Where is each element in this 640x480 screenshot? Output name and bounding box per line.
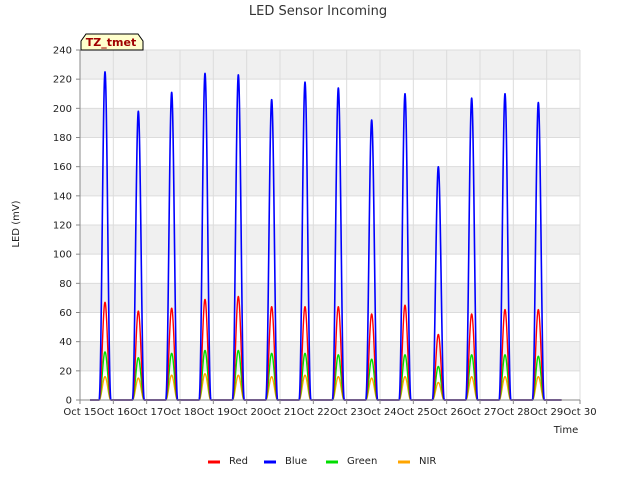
- x-tick-label: Oct 20: [230, 407, 263, 418]
- y-tick-label: 140: [53, 191, 72, 202]
- x-tick-label: Oct 15: [63, 407, 96, 418]
- x-axis-title: Time: [553, 425, 578, 436]
- legend: Red Blue Green NIR: [208, 456, 436, 467]
- chart-title: LED Sensor Incoming: [249, 4, 387, 19]
- x-tick-label: Oct 28: [497, 407, 530, 418]
- site-tag-box: [80, 33, 144, 51]
- plot-band: [80, 50, 580, 80]
- x-tick-label: Oct 18: [163, 407, 196, 418]
- y-tick-label: 200: [53, 104, 72, 115]
- plot-band: [80, 283, 580, 313]
- y-tick-label: 40: [59, 337, 72, 348]
- x-tick-label: Oct 30: [563, 407, 596, 418]
- x-tick-label: Oct 25: [397, 407, 430, 418]
- y-tick-label: 120: [53, 221, 72, 232]
- plot-band: [80, 166, 580, 196]
- x-tick-label: Oct 22: [297, 407, 330, 418]
- site-tag-label: TZ_tmet: [86, 36, 136, 49]
- plot-band: [80, 108, 580, 138]
- plot-band: [80, 195, 580, 225]
- x-tick-label: Oct 29: [530, 407, 563, 418]
- y-tick-label: 220: [53, 75, 72, 86]
- x-tick-label: Oct 21: [263, 407, 296, 418]
- plot-band: [80, 79, 580, 109]
- plot-band: [80, 370, 580, 400]
- y-tick-label: 180: [53, 133, 72, 144]
- y-tick-label: 160: [53, 162, 72, 173]
- legend-label-green: Green: [347, 456, 377, 467]
- plot-band: [80, 341, 580, 371]
- gridlines: [79, 49, 581, 401]
- x-tick-label: Oct 16: [97, 407, 130, 418]
- y-tick-label: 80: [59, 279, 72, 290]
- y-tick-label: 60: [59, 308, 72, 319]
- legend-label-blue: Blue: [285, 456, 307, 467]
- plot-band: [80, 225, 580, 255]
- x-tick-label: Oct 17: [130, 407, 163, 418]
- plot-band: [80, 254, 580, 284]
- y-axis-title: LED (mV): [11, 200, 22, 247]
- y-tick-label: 240: [53, 46, 72, 57]
- y-tick-label: 0: [66, 396, 72, 407]
- x-tick-label: Oct 19: [197, 407, 230, 418]
- y-tick-label: 20: [59, 366, 72, 377]
- site-tag: TZ_tmet: [80, 33, 144, 51]
- y-tick-label: 100: [53, 250, 72, 261]
- x-tick-label: Oct 27: [463, 407, 496, 418]
- plot-band: [80, 312, 580, 342]
- plot-bands: [80, 50, 580, 400]
- legend-label-nir: NIR: [419, 456, 436, 467]
- x-tick-label: Oct 23: [330, 407, 363, 418]
- x-tick-label: Oct 24: [363, 407, 396, 418]
- x-tick-label: Oct 26: [430, 407, 463, 418]
- plot-band: [80, 137, 580, 167]
- legend-label-red: Red: [229, 456, 248, 467]
